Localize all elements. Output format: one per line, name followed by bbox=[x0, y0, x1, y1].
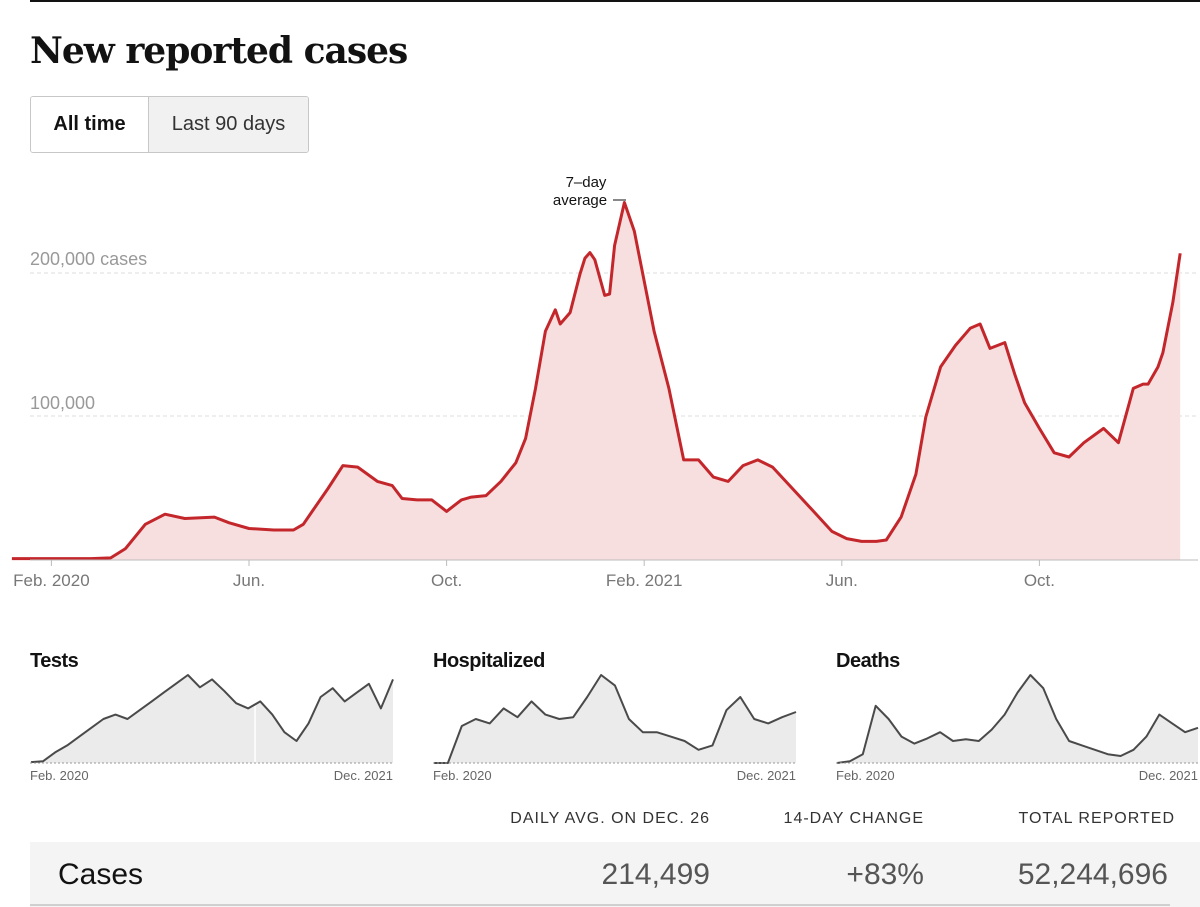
deaths-chart: Feb. 2020 Dec. 2021 bbox=[836, 674, 1199, 783]
tests-chart: Feb. 2020 Dec. 2021 bbox=[30, 674, 394, 783]
mini-area bbox=[31, 675, 393, 763]
x-tick-label: Jun. bbox=[233, 571, 265, 590]
mini-end-label: Dec. 2021 bbox=[1139, 768, 1198, 783]
x-axis-ticks: Feb. 2020 Jun. Oct. Feb. 2021 Jun. Oct. bbox=[13, 560, 1055, 590]
mini-area bbox=[434, 675, 796, 763]
mini-end-label: Dec. 2021 bbox=[737, 768, 796, 783]
cases-row-label: Cases bbox=[58, 858, 144, 891]
mini-line bbox=[30, 674, 394, 764]
deaths-panel: Deaths Feb. 2020 Dec. 2021 bbox=[836, 645, 1200, 790]
y-tick-label-200k: 200,000 cases bbox=[30, 249, 147, 269]
x-tick-label: Jun. bbox=[826, 571, 858, 590]
all-time-button[interactable]: All time bbox=[31, 97, 148, 152]
tests-title: Tests bbox=[30, 650, 79, 672]
mini-area bbox=[837, 675, 1198, 763]
deaths-title: Deaths bbox=[836, 650, 900, 672]
cases-chart: 200,000 cases 100,000 Feb. 2020 Jun. Oct. F… bbox=[11, 174, 1198, 590]
seven-day-average-annotation: 7–day average bbox=[553, 174, 626, 209]
x-tick-label: Feb. 2021 bbox=[606, 571, 683, 590]
cases-daily-avg: 214,499 bbox=[601, 858, 710, 891]
last-90-days-button[interactable]: Last 90 days bbox=[148, 97, 308, 152]
y-tick-label-100k: 100,000 bbox=[30, 393, 95, 413]
annotation-label-line1: 7–day bbox=[566, 174, 607, 191]
mini-end-label: Dec. 2021 bbox=[334, 768, 393, 783]
mini-line bbox=[836, 674, 1199, 764]
annotation-label-line2: average bbox=[553, 192, 607, 209]
top-rule bbox=[30, 0, 1200, 2]
x-tick-label: Oct. bbox=[1024, 571, 1055, 590]
hospitalized-chart: Feb. 2020 Dec. 2021 bbox=[433, 674, 797, 783]
x-tick-label: Feb. 2020 bbox=[13, 571, 90, 590]
page-title: New reported cases bbox=[30, 30, 408, 72]
mini-start-label: Feb. 2020 bbox=[30, 768, 89, 783]
cases-area bbox=[11, 202, 1181, 560]
mini-start-label: Feb. 2020 bbox=[433, 768, 492, 783]
row-divider bbox=[30, 904, 1170, 906]
daily-avg-header: DAILY AVG. ON DEC. 26 bbox=[510, 810, 710, 827]
total-header: TOTAL REPORTED bbox=[1018, 810, 1175, 827]
hospitalized-panel: Hospitalized Feb. 2020 Dec. 2021 bbox=[433, 645, 798, 790]
cases-total: 52,244,696 bbox=[1017, 858, 1168, 891]
hospitalized-title: Hospitalized bbox=[433, 650, 545, 672]
cases-stats-row: Cases 214,499 +83% 52,244,696 bbox=[30, 842, 1200, 907]
tests-panel: Tests Feb. 2020 Dec. 2021 bbox=[30, 645, 395, 790]
mini-start-label: Feb. 2020 bbox=[836, 768, 895, 783]
change-header: 14-DAY CHANGE bbox=[783, 810, 924, 827]
cases-change: +83% bbox=[846, 858, 924, 891]
time-range-toggle: All time Last 90 days bbox=[30, 96, 309, 153]
mini-line bbox=[434, 674, 797, 764]
x-tick-label: Oct. bbox=[431, 571, 462, 590]
cases-line bbox=[11, 201, 1182, 561]
